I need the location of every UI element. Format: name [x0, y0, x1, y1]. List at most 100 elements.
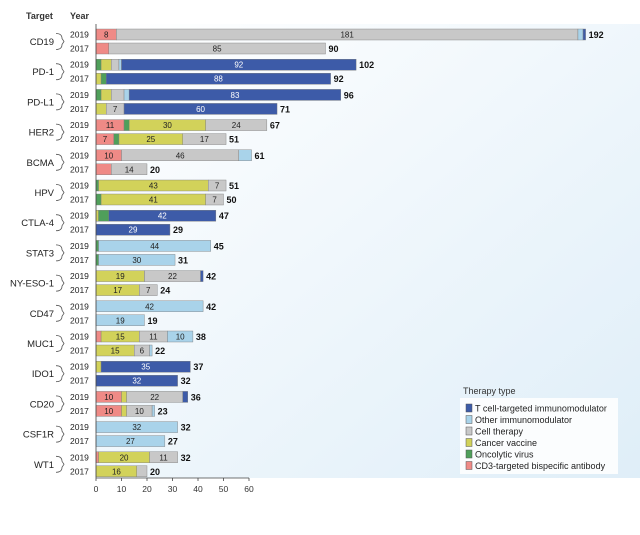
- segment-value-label: 6: [140, 347, 145, 356]
- target-bracket: [55, 365, 65, 383]
- legend-label-cell: Cell therapy: [475, 427, 524, 437]
- bar-total-label: 20: [150, 467, 160, 477]
- bar-segment-cd3: [95, 163, 112, 176]
- year-label: 2019: [70, 392, 89, 402]
- segment-value-label: 41: [149, 196, 158, 205]
- segment-value-label: 10: [104, 393, 113, 402]
- target-group: IDO1 2019 35 37 2017 32 32: [32, 361, 203, 387]
- target-group: PD-1 2019 92 102 2017 88 92: [32, 59, 374, 85]
- year-label: 2017: [70, 315, 89, 325]
- target-bracket: [55, 93, 65, 111]
- target-bracket: [55, 184, 65, 201]
- bar-segment-tcell: [582, 28, 586, 41]
- bar-total-label: 51: [229, 181, 239, 191]
- segment-value-label: 17: [113, 286, 122, 295]
- target-bracket: [55, 214, 65, 232]
- target-label: STAT3: [26, 248, 54, 259]
- year-label: 2019: [70, 60, 89, 70]
- bar-segment-vaccine: [121, 391, 127, 403]
- target-label: HPV: [34, 188, 54, 199]
- target-bracket: [55, 304, 65, 322]
- legend-swatch-cell: [465, 426, 473, 436]
- segment-value-label: 10: [104, 151, 113, 160]
- bar-segment-tcell: [105, 72, 331, 85]
- bar-segment-virus: [113, 133, 120, 145]
- bar-segment-other: [118, 59, 122, 71]
- bar-total-label: 31: [178, 255, 188, 265]
- bar-segment-cell: [108, 42, 326, 55]
- bar-segment-tcell: [200, 270, 204, 282]
- target-group: CD19 2019 8 181 192 2017 85 90: [30, 28, 604, 55]
- target-group: CD20 2019 10 22 36 2017 10 10 23: [30, 391, 201, 417]
- bar-segment-virus: [95, 59, 102, 71]
- bar-segment-vaccine: [121, 405, 127, 417]
- bar-segment-vaccine: [95, 72, 102, 85]
- year-label: 2017: [70, 346, 89, 356]
- legend: Therapy type T cell-targeted immunomodula…: [460, 386, 618, 474]
- target-label: CD20: [30, 399, 54, 410]
- bar-total-label: 50: [227, 195, 237, 205]
- bar-segment-virus: [95, 89, 102, 101]
- bar-segment-other: [167, 330, 194, 343]
- x-tick-label: 40: [193, 484, 203, 494]
- segment-value-label: 46: [176, 151, 185, 160]
- bar-segment-virus: [98, 209, 109, 222]
- segment-value-label: 92: [234, 61, 243, 70]
- bar-total-label: 36: [191, 392, 201, 402]
- year-label: 2019: [70, 150, 89, 160]
- bar-segment-cell: [149, 451, 178, 463]
- legend-swatch-cd3: [465, 461, 473, 470]
- year-label: 2017: [70, 436, 89, 446]
- target-bracket: [55, 123, 65, 141]
- target-label: MUC1: [27, 339, 54, 350]
- target-bracket: [55, 153, 65, 171]
- target-bracket: [55, 455, 65, 473]
- target-group: MUC1 2019 15 11 10 38 2017 15 6 22: [27, 330, 206, 357]
- segment-value-label: 10: [104, 407, 113, 416]
- bar-segment-tcell: [182, 391, 188, 403]
- bar-segment-cell: [136, 465, 148, 477]
- bar-total-label: 27: [168, 437, 178, 447]
- year-label: 2017: [70, 406, 89, 416]
- year-label: 2019: [70, 30, 89, 40]
- target-bracket: [55, 335, 65, 352]
- segment-value-label: 7: [146, 286, 151, 295]
- year-label: 2017: [70, 255, 89, 265]
- segment-value-label: 30: [132, 256, 141, 265]
- bar-segment-other: [238, 149, 252, 162]
- bar-total-label: 67: [270, 121, 280, 131]
- target-header: Target: [26, 11, 53, 21]
- segment-value-label: 7: [215, 182, 220, 191]
- target-group: CD47 2019 42 42 2017 19 19: [30, 300, 216, 326]
- year-label: 2017: [70, 74, 89, 84]
- bar-total-label: 22: [155, 346, 165, 356]
- bar-segment-cell: [139, 284, 158, 296]
- bar-total-label: 32: [181, 376, 191, 386]
- segment-value-label: 17: [200, 135, 209, 144]
- segment-value-label: 88: [214, 75, 223, 84]
- legend-swatch-virus: [465, 449, 473, 459]
- bar-total-label: 38: [196, 332, 206, 342]
- segment-value-label: 43: [149, 182, 158, 191]
- target-bracket: [55, 33, 65, 50]
- legend-swatch-vaccine: [465, 438, 473, 447]
- segment-value-label: 32: [132, 377, 141, 386]
- year-label: 2019: [70, 332, 89, 342]
- target-group: HPV 2019 43 7 51 2017 41 7 50: [34, 179, 239, 206]
- bar-segment-tcell: [128, 89, 341, 101]
- segment-value-label: 7: [113, 105, 118, 114]
- year-label: 2019: [70, 362, 89, 372]
- bar-segment-cell: [205, 119, 268, 131]
- target-group: WT1 2019 20 11 32 2017 16 20: [34, 451, 191, 477]
- year-label: 2017: [70, 195, 89, 205]
- bar-segment-cell: [182, 133, 227, 145]
- legend-title: Therapy type: [463, 386, 516, 396]
- target-label: IDO1: [32, 369, 54, 380]
- x-tick-label: 30: [168, 484, 178, 494]
- segment-value-label: 22: [150, 393, 159, 402]
- bar-total-label: 29: [173, 225, 183, 235]
- segment-value-label: 7: [212, 196, 217, 205]
- segment-value-label: 60: [196, 105, 205, 114]
